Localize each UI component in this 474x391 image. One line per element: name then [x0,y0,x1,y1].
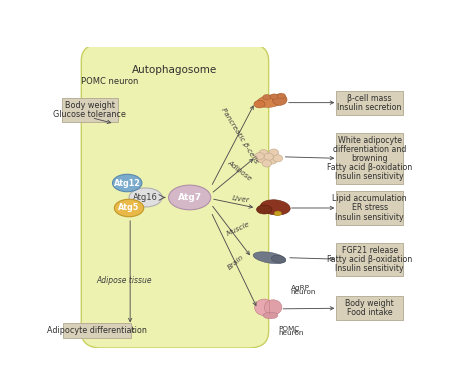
Text: Insulin secretion: Insulin secretion [337,102,402,112]
Text: Atg5: Atg5 [118,203,140,212]
FancyBboxPatch shape [336,133,403,184]
FancyBboxPatch shape [336,91,403,115]
Text: Adipocyte differentiation: Adipocyte differentiation [47,326,147,335]
Ellipse shape [112,174,142,192]
Ellipse shape [169,185,211,210]
Text: Insulin sensitivity: Insulin sensitivity [335,172,404,181]
Ellipse shape [256,156,266,163]
Ellipse shape [271,255,286,263]
Text: Atg12: Atg12 [114,179,141,188]
Ellipse shape [254,100,265,108]
Ellipse shape [264,153,273,160]
Ellipse shape [259,150,268,157]
Text: Atg16: Atg16 [133,193,158,202]
Ellipse shape [277,93,285,99]
Ellipse shape [267,157,277,164]
Ellipse shape [263,95,271,100]
Text: Food intake: Food intake [347,308,392,317]
FancyBboxPatch shape [62,98,118,122]
Text: Liver: Liver [232,195,250,203]
Text: neuron: neuron [291,289,316,295]
Text: POMC: POMC [278,326,300,332]
Text: Atg7: Atg7 [178,193,202,202]
Text: Pancreatic β-cells: Pancreatic β-cells [219,107,259,165]
Ellipse shape [255,299,274,316]
Ellipse shape [264,300,282,315]
Text: White adipocyte: White adipocyte [337,136,401,145]
Ellipse shape [253,252,286,264]
Ellipse shape [257,95,284,108]
Ellipse shape [274,211,282,216]
Text: differentiation and: differentiation and [333,145,406,154]
Text: Body weight: Body weight [65,101,115,110]
Text: browning: browning [351,154,388,163]
Text: ER stress: ER stress [352,203,388,212]
Text: neuron: neuron [278,330,303,336]
FancyBboxPatch shape [336,242,403,276]
Text: AgRP: AgRP [291,285,310,291]
Text: Brain: Brain [227,254,246,271]
Text: Glucose tolerance: Glucose tolerance [53,110,126,119]
Text: Fatty acid β-oxidation: Fatty acid β-oxidation [327,255,412,264]
Ellipse shape [272,94,287,105]
Ellipse shape [256,205,272,214]
Ellipse shape [255,152,264,160]
FancyBboxPatch shape [63,323,131,338]
Ellipse shape [273,155,283,162]
Ellipse shape [260,200,290,215]
Text: Insulin sensitivity: Insulin sensitivity [335,264,404,273]
Ellipse shape [270,94,278,99]
Ellipse shape [262,160,272,167]
Text: POMC neuron: POMC neuron [82,77,139,86]
FancyBboxPatch shape [82,44,269,348]
FancyBboxPatch shape [336,296,403,320]
Text: Adipose tissue: Adipose tissue [97,276,153,285]
Text: Lipid accumulation: Lipid accumulation [332,194,407,203]
Text: Muscle: Muscle [226,221,251,237]
Ellipse shape [269,149,279,156]
Text: Autophagosome: Autophagosome [132,65,218,75]
Text: FGF21 release: FGF21 release [342,246,398,255]
Text: Adipose: Adipose [226,159,253,181]
Text: Body weight: Body weight [345,299,394,308]
FancyBboxPatch shape [336,192,403,224]
Text: Fatty acid β-oxidation: Fatty acid β-oxidation [327,163,412,172]
Ellipse shape [129,188,162,207]
Ellipse shape [114,199,144,217]
Ellipse shape [263,312,278,319]
Text: Insulin sensitivity: Insulin sensitivity [335,213,404,222]
Text: β-cell mass: β-cell mass [347,93,392,102]
